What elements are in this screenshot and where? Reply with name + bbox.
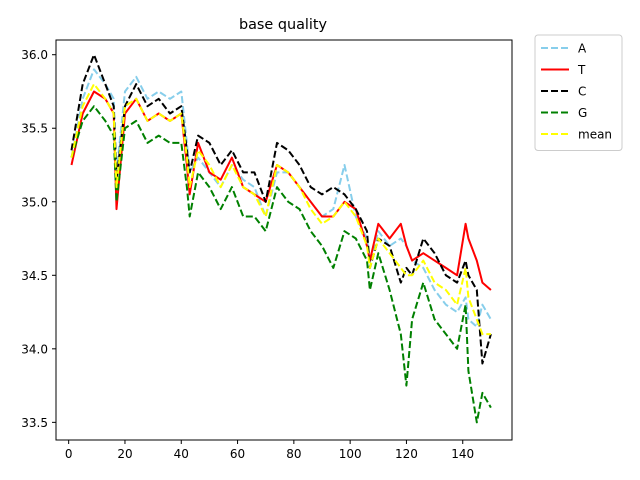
plot-frame — [55, 39, 513, 441]
series-line-mean — [70, 83, 491, 336]
legend-box — [534, 34, 623, 151]
x-tick-label: 140 — [451, 447, 474, 461]
y-tick-label: 35.0 — [21, 195, 48, 209]
legend-label-T: T — [577, 63, 586, 77]
x-tick-label: 120 — [395, 447, 418, 461]
x-tick-label: 60 — [230, 447, 245, 461]
legend-label-mean: mean — [578, 128, 612, 142]
series-lines — [70, 53, 492, 424]
y-tick-label: 36.0 — [21, 48, 48, 62]
y-tick-label: 33.5 — [21, 416, 48, 430]
series-line-C — [70, 53, 492, 365]
x-tick-label: 100 — [339, 447, 362, 461]
x-tick-label: 20 — [117, 447, 132, 461]
legend-label-G: G — [578, 106, 587, 120]
legend-label-A: A — [578, 42, 587, 56]
series-line-G — [70, 105, 492, 424]
axes: 0 20 40 60 80 100 120 140 33.5 34.0 34.5 35.0 35.5 36… — [21, 39, 513, 461]
chart-title: base quality — [239, 17, 328, 33]
x-tick-label: 40 — [174, 447, 189, 461]
legend-label-C: C — [578, 85, 586, 99]
y-tick-label: 34.0 — [21, 342, 48, 356]
y-tick-label: 35.5 — [21, 122, 48, 136]
y-tick-label: 34.5 — [21, 269, 48, 283]
x-tick-label: 80 — [286, 447, 301, 461]
x-tick-label: 0 — [65, 447, 73, 461]
